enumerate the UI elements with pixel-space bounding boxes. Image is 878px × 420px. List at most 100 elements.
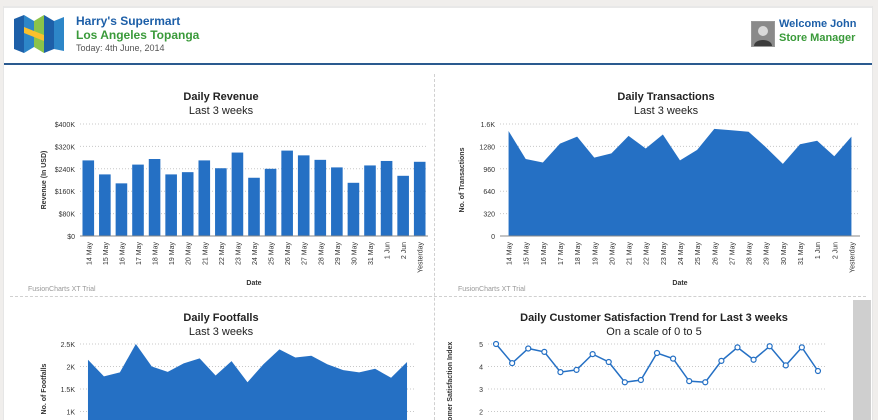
x-tick-label: 18 May [575, 242, 582, 265]
y-axis-label: No. of Footfalls [41, 363, 48, 414]
x-tick-label: 21 May [627, 242, 634, 265]
x-tick-label: 27 May [302, 242, 309, 265]
x-tick-label: 24 May [678, 242, 685, 265]
bar [99, 174, 111, 236]
data-point [509, 360, 516, 367]
current-date: Today: 4th June, 2014 [76, 43, 165, 53]
data-point [573, 366, 580, 373]
bar [132, 164, 144, 236]
x-tick-label: 21 May [202, 242, 209, 265]
store-location: Los Angeles Topanga [76, 28, 200, 42]
bar [297, 155, 310, 236]
y-axis-label: Customer Satisfaction Index [447, 342, 454, 420]
data-point [750, 356, 757, 363]
area-series [508, 128, 852, 236]
y-tick-label: $0 [67, 234, 75, 241]
x-axis-label: Date [246, 280, 261, 287]
x-tick-label: 20 May [609, 242, 616, 265]
x-tick-label: 2 Jun [401, 242, 408, 259]
bar [115, 183, 128, 236]
y-tick-label: 960 [483, 167, 495, 174]
bar [215, 168, 227, 236]
x-tick-label: 29 May [764, 242, 771, 265]
x-tick-label: 28 May [747, 242, 754, 265]
bar [82, 160, 95, 236]
bar [314, 159, 327, 236]
daily-revenue-chart: Daily Revenue Last 3 weeks $0 $80K $160K $240… [28, 91, 428, 293]
y-tick-label: $240K [55, 167, 76, 174]
data-point [492, 340, 500, 348]
data-point [669, 355, 677, 362]
bar [198, 160, 211, 236]
x-tick-label: 22 May [644, 242, 651, 265]
daily-transactions-chart: Daily Transactions Last 3 weeks 0 320 640 960… [458, 91, 860, 293]
area-series [87, 344, 408, 420]
x-tick-label: 14 May [86, 242, 93, 265]
chart-title: Daily Customer Satisfaction Trend for La… [520, 312, 788, 324]
x-tick-label: 23 May [661, 242, 668, 265]
dashboard-window: Harry's Supermart Los Angeles Topanga To… [3, 6, 873, 420]
bar [331, 167, 343, 236]
y-tick-label: 3 [479, 387, 483, 394]
header-divider [4, 63, 872, 65]
y-tick-label: 2K [66, 365, 75, 372]
chart-subtitle: On a scale of 0 to 5 [606, 326, 701, 338]
scrollbar[interactable] [853, 300, 871, 420]
data-point [541, 348, 548, 355]
bar [380, 160, 393, 236]
x-tick-label: 16 May [541, 242, 548, 265]
welcome-text: Welcome John [779, 18, 857, 30]
store-name: Harry's Supermart [76, 14, 181, 28]
data-point [589, 351, 596, 358]
y-tick-label: 1.5K [61, 387, 76, 394]
x-tick-label: 1 Jun [385, 242, 392, 259]
data-point [782, 362, 789, 369]
x-tick-label: 19 May [169, 242, 176, 265]
x-tick-label: 25 May [695, 242, 702, 265]
x-tick-label: 15 May [524, 242, 531, 265]
data-point [557, 369, 564, 376]
x-tick-label: 22 May [219, 242, 226, 265]
x-tick-label: 24 May [252, 242, 259, 265]
y-tick-label: 1.6K [481, 122, 496, 129]
bar [148, 159, 161, 236]
x-tick-label: 31 May [368, 242, 375, 265]
x-tick-label: Yesterday [418, 242, 425, 273]
bar [248, 177, 260, 236]
y-tick-label: 2 [479, 410, 483, 417]
bar [364, 165, 376, 236]
data-point [653, 349, 661, 357]
x-tick-label: 25 May [269, 242, 276, 265]
x-tick-label: 30 May [351, 242, 358, 265]
x-tick-label: 15 May [103, 242, 110, 265]
y-tick-label: 320 [483, 212, 495, 219]
user-avatar[interactable] [751, 21, 775, 47]
chart-subtitle: Last 3 weeks [634, 105, 699, 117]
bar [397, 175, 409, 236]
data-point [686, 378, 693, 385]
x-tick-label: 2 Jun [832, 242, 839, 259]
bar [181, 172, 194, 236]
data-point [621, 379, 628, 386]
bar [347, 182, 360, 236]
x-tick-label: 17 May [136, 242, 143, 265]
x-axis-label: Date [672, 280, 687, 287]
x-tick-label: 16 May [119, 242, 126, 265]
data-point [814, 367, 822, 375]
fusioncharts-watermark: FusionCharts XT Trial [458, 286, 526, 293]
chart-title: Daily Footfalls [183, 312, 258, 324]
customer-satisfaction-chart: Daily Customer Satisfaction Trend for La… [447, 312, 826, 420]
fusioncharts-watermark: FusionCharts XT Trial [28, 286, 96, 293]
x-tick-label: 17 May [558, 242, 565, 265]
data-point [525, 345, 532, 352]
chart-title: Daily Transactions [617, 91, 714, 103]
x-tick-label: 26 May [285, 242, 292, 265]
y-tick-label: 640 [483, 189, 495, 196]
y-tick-label: $400K [55, 122, 76, 129]
y-tick-label: 4 [479, 365, 483, 372]
bar [165, 174, 177, 236]
data-point [637, 376, 645, 384]
data-point [734, 344, 741, 351]
chart-subtitle: Last 3 weeks [189, 105, 254, 117]
y-tick-label: 1K [66, 410, 75, 417]
